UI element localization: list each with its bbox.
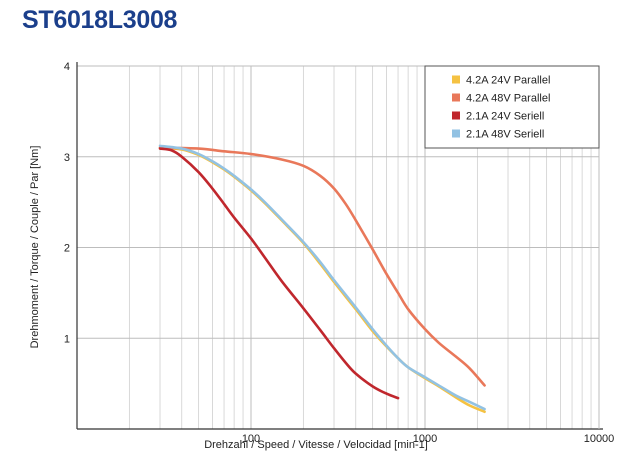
y-tick-label: 4 xyxy=(64,61,70,73)
series-line-2 xyxy=(158,146,486,387)
series-line-3 xyxy=(158,147,400,400)
x-axis-label: Drehzahl / Speed / Vitesse / Velocidad [… xyxy=(204,439,428,451)
legend-label: 2.1A 48V Seriell xyxy=(466,129,544,141)
y-axis-label: Drehmoment / Torque / Couple / Par [Nm] xyxy=(29,146,41,349)
y-tick-label: 1 xyxy=(64,333,70,345)
series-line-4 xyxy=(158,144,486,411)
legend-swatch xyxy=(452,129,460,138)
y-tick-label: 2 xyxy=(64,243,70,255)
legend-label: 2.1A 24V Seriell xyxy=(466,111,544,123)
x-tick-label: 1000 xyxy=(413,433,437,445)
legend-swatch xyxy=(452,93,460,102)
legend-swatch xyxy=(452,75,460,84)
x-tick-label: 100 xyxy=(242,433,260,445)
x-tick-label: 10000 xyxy=(584,433,615,445)
legend: 4.2A 24V Parallel 4.2A 48V Parallel 2.1A 2… xyxy=(424,65,600,149)
legend-label: 4.2A 48V Parallel xyxy=(466,93,550,105)
y-tick-label: 3 xyxy=(64,152,70,164)
tick-labels: 100 1000 10000 1 2 3 4 xyxy=(64,61,614,445)
legend-label: 4.2A 24V Parallel xyxy=(466,75,550,87)
legend-swatch xyxy=(452,111,460,120)
chart-title: ST6018L3008 xyxy=(22,6,178,34)
series-lines xyxy=(158,144,486,414)
